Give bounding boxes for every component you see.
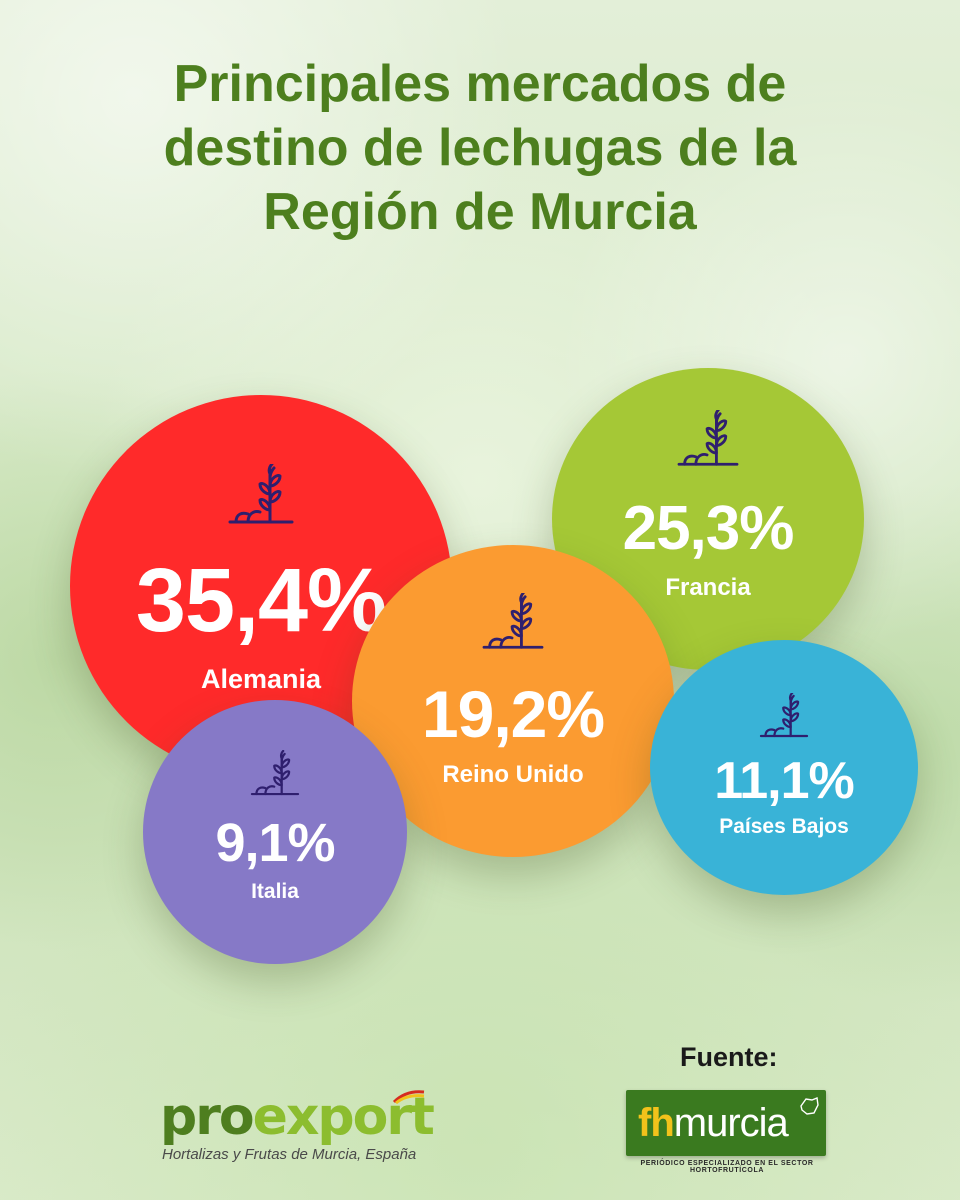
value-label-italia: 9,1%	[215, 813, 335, 873]
value-label-alemania: 35,4%	[135, 550, 387, 651]
spain-flag-icon	[392, 1090, 425, 1104]
sprout-icon	[250, 750, 300, 796]
fhmurcia-logo: fh murcia PERIÓDICO ESPECIALIZADO EN EL S…	[616, 1090, 838, 1174]
sprout-icon	[228, 463, 294, 523]
bubble-italia: 9,1% Italia	[143, 700, 407, 964]
chart-title: Principales mercados de destino de lechu…	[0, 52, 960, 244]
bubble-reino-unido: 19,2% Reino Unido	[352, 545, 674, 857]
country-label-alemania: Alemania	[200, 663, 322, 694]
murcia-map-icon	[800, 1097, 819, 1115]
fhmurcia-tagline: PERIÓDICO ESPECIALIZADO EN EL SECTOR HOR…	[640, 1160, 814, 1174]
country-label-paises-bajos: Países Bajos	[719, 814, 849, 838]
chart-title-line-1: Principales mercados de	[173, 55, 787, 113]
fhmurcia-badge: fh murcia	[626, 1090, 826, 1156]
country-label-reino-unido: Reino Unido	[442, 761, 584, 788]
fhmurcia-murcia: murcia	[673, 1101, 789, 1145]
proexport-logo: proexport Hortalizas y Frutas de Murcia,…	[160, 1088, 460, 1168]
sprout-icon	[482, 593, 544, 649]
source-label: Fuente:	[680, 1042, 778, 1072]
value-label-paises-bajos: 11,1%	[714, 751, 855, 810]
sprout-icon	[677, 410, 739, 466]
sprout-icon	[759, 692, 809, 737]
value-label-francia: 25,3%	[622, 494, 795, 563]
fhmurcia-fh: fh	[638, 1101, 675, 1145]
chart-title-line-2: destino de lechugas de la	[163, 119, 797, 177]
chart-title-line-3: Región de Murcia	[263, 183, 697, 241]
country-label-italia: Italia	[251, 880, 299, 903]
value-label-reino-unido: 19,2%	[421, 677, 605, 751]
bubble-francia: 25,3% Francia	[552, 368, 864, 670]
country-label-francia: Francia	[665, 574, 751, 601]
proexport-tagline: Hortalizas y Frutas de Murcia, España	[162, 1146, 417, 1163]
bubble-paises-bajos: 11,1% Países Bajos	[650, 640, 918, 895]
